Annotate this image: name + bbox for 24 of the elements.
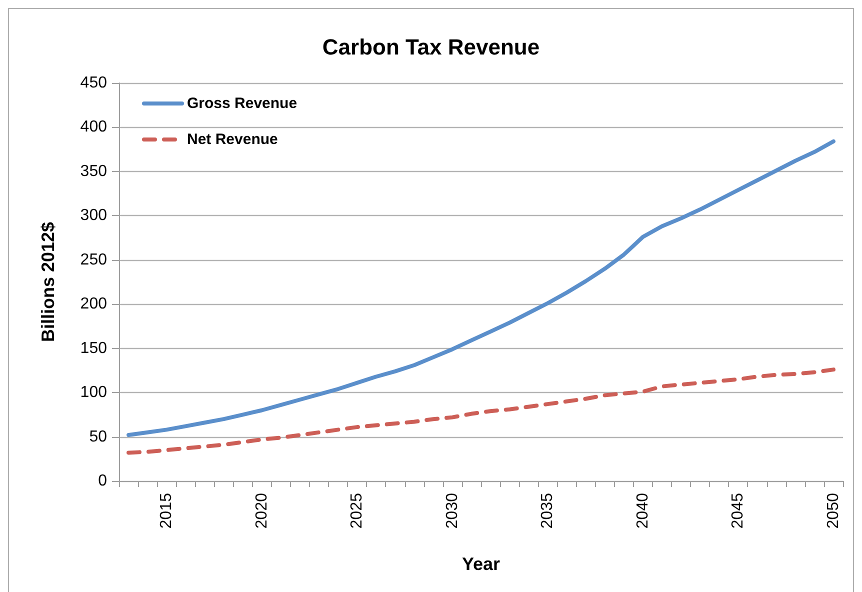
legend-label: Net Revenue (187, 131, 278, 148)
y-tick-label: 50 (89, 428, 108, 446)
x-tick-label: 2025 (348, 492, 366, 529)
y-tick-label: 400 (80, 118, 108, 136)
chart-title: Carbon Tax Revenue (322, 34, 540, 60)
x-tick-label: 2035 (539, 492, 556, 529)
y-tick-label: 200 (80, 296, 108, 313)
y-tick-label: 0 (98, 472, 108, 490)
legend-label: Gross Revenue (187, 95, 298, 112)
y-tick-label: 150 (80, 340, 108, 357)
y-tick-label: 300 (80, 207, 108, 224)
line-series (126, 368, 836, 455)
x-tick-label: 2045 (730, 492, 747, 529)
x-tick-label: 2015 (158, 492, 176, 529)
x-tick-label: 2020 (253, 492, 270, 529)
x-tick-label: 2050 (824, 492, 842, 529)
x-tick-label: 2040 (634, 492, 652, 529)
y-axis-title: Billions 2012$ (38, 222, 58, 342)
x-axis-title: Year (462, 554, 500, 574)
y-tick-label: 100 (80, 384, 108, 402)
y-tick-label: 450 (80, 74, 108, 92)
y-tick-label: 250 (80, 251, 108, 268)
y-tick-label: 350 (80, 162, 108, 180)
x-tick-label: 2030 (444, 492, 461, 529)
